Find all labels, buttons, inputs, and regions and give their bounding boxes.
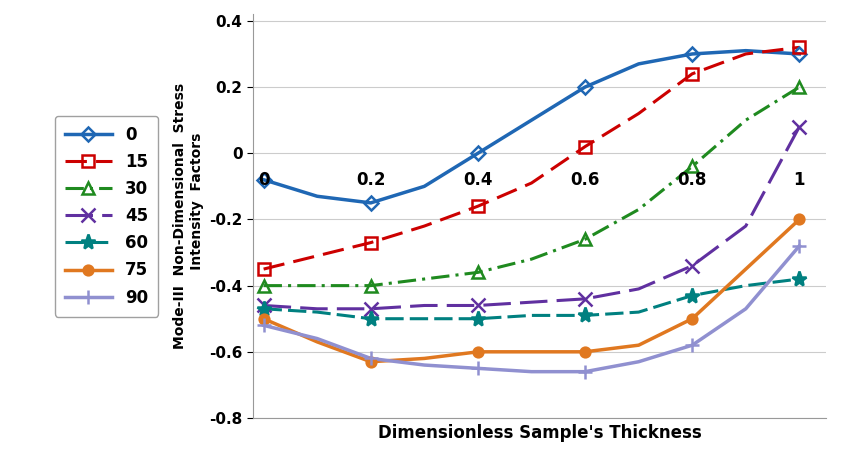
45 xyxy=(473,303,483,308)
Text: 1: 1 xyxy=(793,171,805,189)
Y-axis label: Mode-III  Non-Dimensional  Stress
      Intensity  Factors: Mode-III Non-Dimensional Stress Intensit… xyxy=(174,83,203,349)
60 xyxy=(473,316,483,322)
60 xyxy=(259,306,269,312)
60 xyxy=(366,316,376,322)
30 xyxy=(580,237,590,242)
75 xyxy=(259,316,269,322)
Legend: 0, 15, 30, 45, 60, 75, 90: 0, 15, 30, 45, 60, 75, 90 xyxy=(55,115,158,317)
Line: 45: 45 xyxy=(256,120,806,316)
15 xyxy=(794,45,804,50)
0 xyxy=(580,84,590,90)
15 xyxy=(687,71,697,76)
60 xyxy=(580,313,590,318)
45 xyxy=(687,263,697,269)
45 xyxy=(580,296,590,302)
Line: 75: 75 xyxy=(259,215,804,367)
75 xyxy=(794,217,804,222)
Text: 0.4: 0.4 xyxy=(463,171,492,189)
0 xyxy=(794,51,804,57)
Text: 0.8: 0.8 xyxy=(678,171,707,189)
30 xyxy=(259,283,269,288)
90 xyxy=(687,342,697,348)
15 xyxy=(580,144,590,150)
15 xyxy=(259,266,269,272)
Line: 30: 30 xyxy=(258,82,805,291)
Text: 0: 0 xyxy=(258,171,270,189)
Line: 15: 15 xyxy=(258,42,805,275)
90 xyxy=(794,243,804,249)
90 xyxy=(580,369,590,374)
0 xyxy=(473,151,483,156)
90 xyxy=(259,323,269,328)
90 xyxy=(473,365,483,371)
0 xyxy=(366,200,376,206)
0 xyxy=(259,177,269,182)
75 xyxy=(473,349,483,355)
Line: 0: 0 xyxy=(259,49,804,208)
90 xyxy=(366,356,376,361)
15 xyxy=(473,203,483,209)
45 xyxy=(366,306,376,312)
30 xyxy=(687,163,697,169)
60 xyxy=(687,293,697,298)
Text: 0.2: 0.2 xyxy=(356,171,385,189)
15 xyxy=(366,240,376,246)
75 xyxy=(580,349,590,355)
Line: 60: 60 xyxy=(256,271,807,326)
Line: 90: 90 xyxy=(256,239,806,379)
45 xyxy=(794,124,804,130)
75 xyxy=(687,316,697,322)
30 xyxy=(366,283,376,288)
75 xyxy=(366,359,376,365)
X-axis label: Dimensionless Sample's Thickness: Dimensionless Sample's Thickness xyxy=(378,424,701,442)
60 xyxy=(794,276,804,282)
45 xyxy=(259,303,269,308)
30 xyxy=(794,84,804,90)
0 xyxy=(687,51,697,57)
30 xyxy=(473,269,483,275)
Text: 0.6: 0.6 xyxy=(571,171,599,189)
